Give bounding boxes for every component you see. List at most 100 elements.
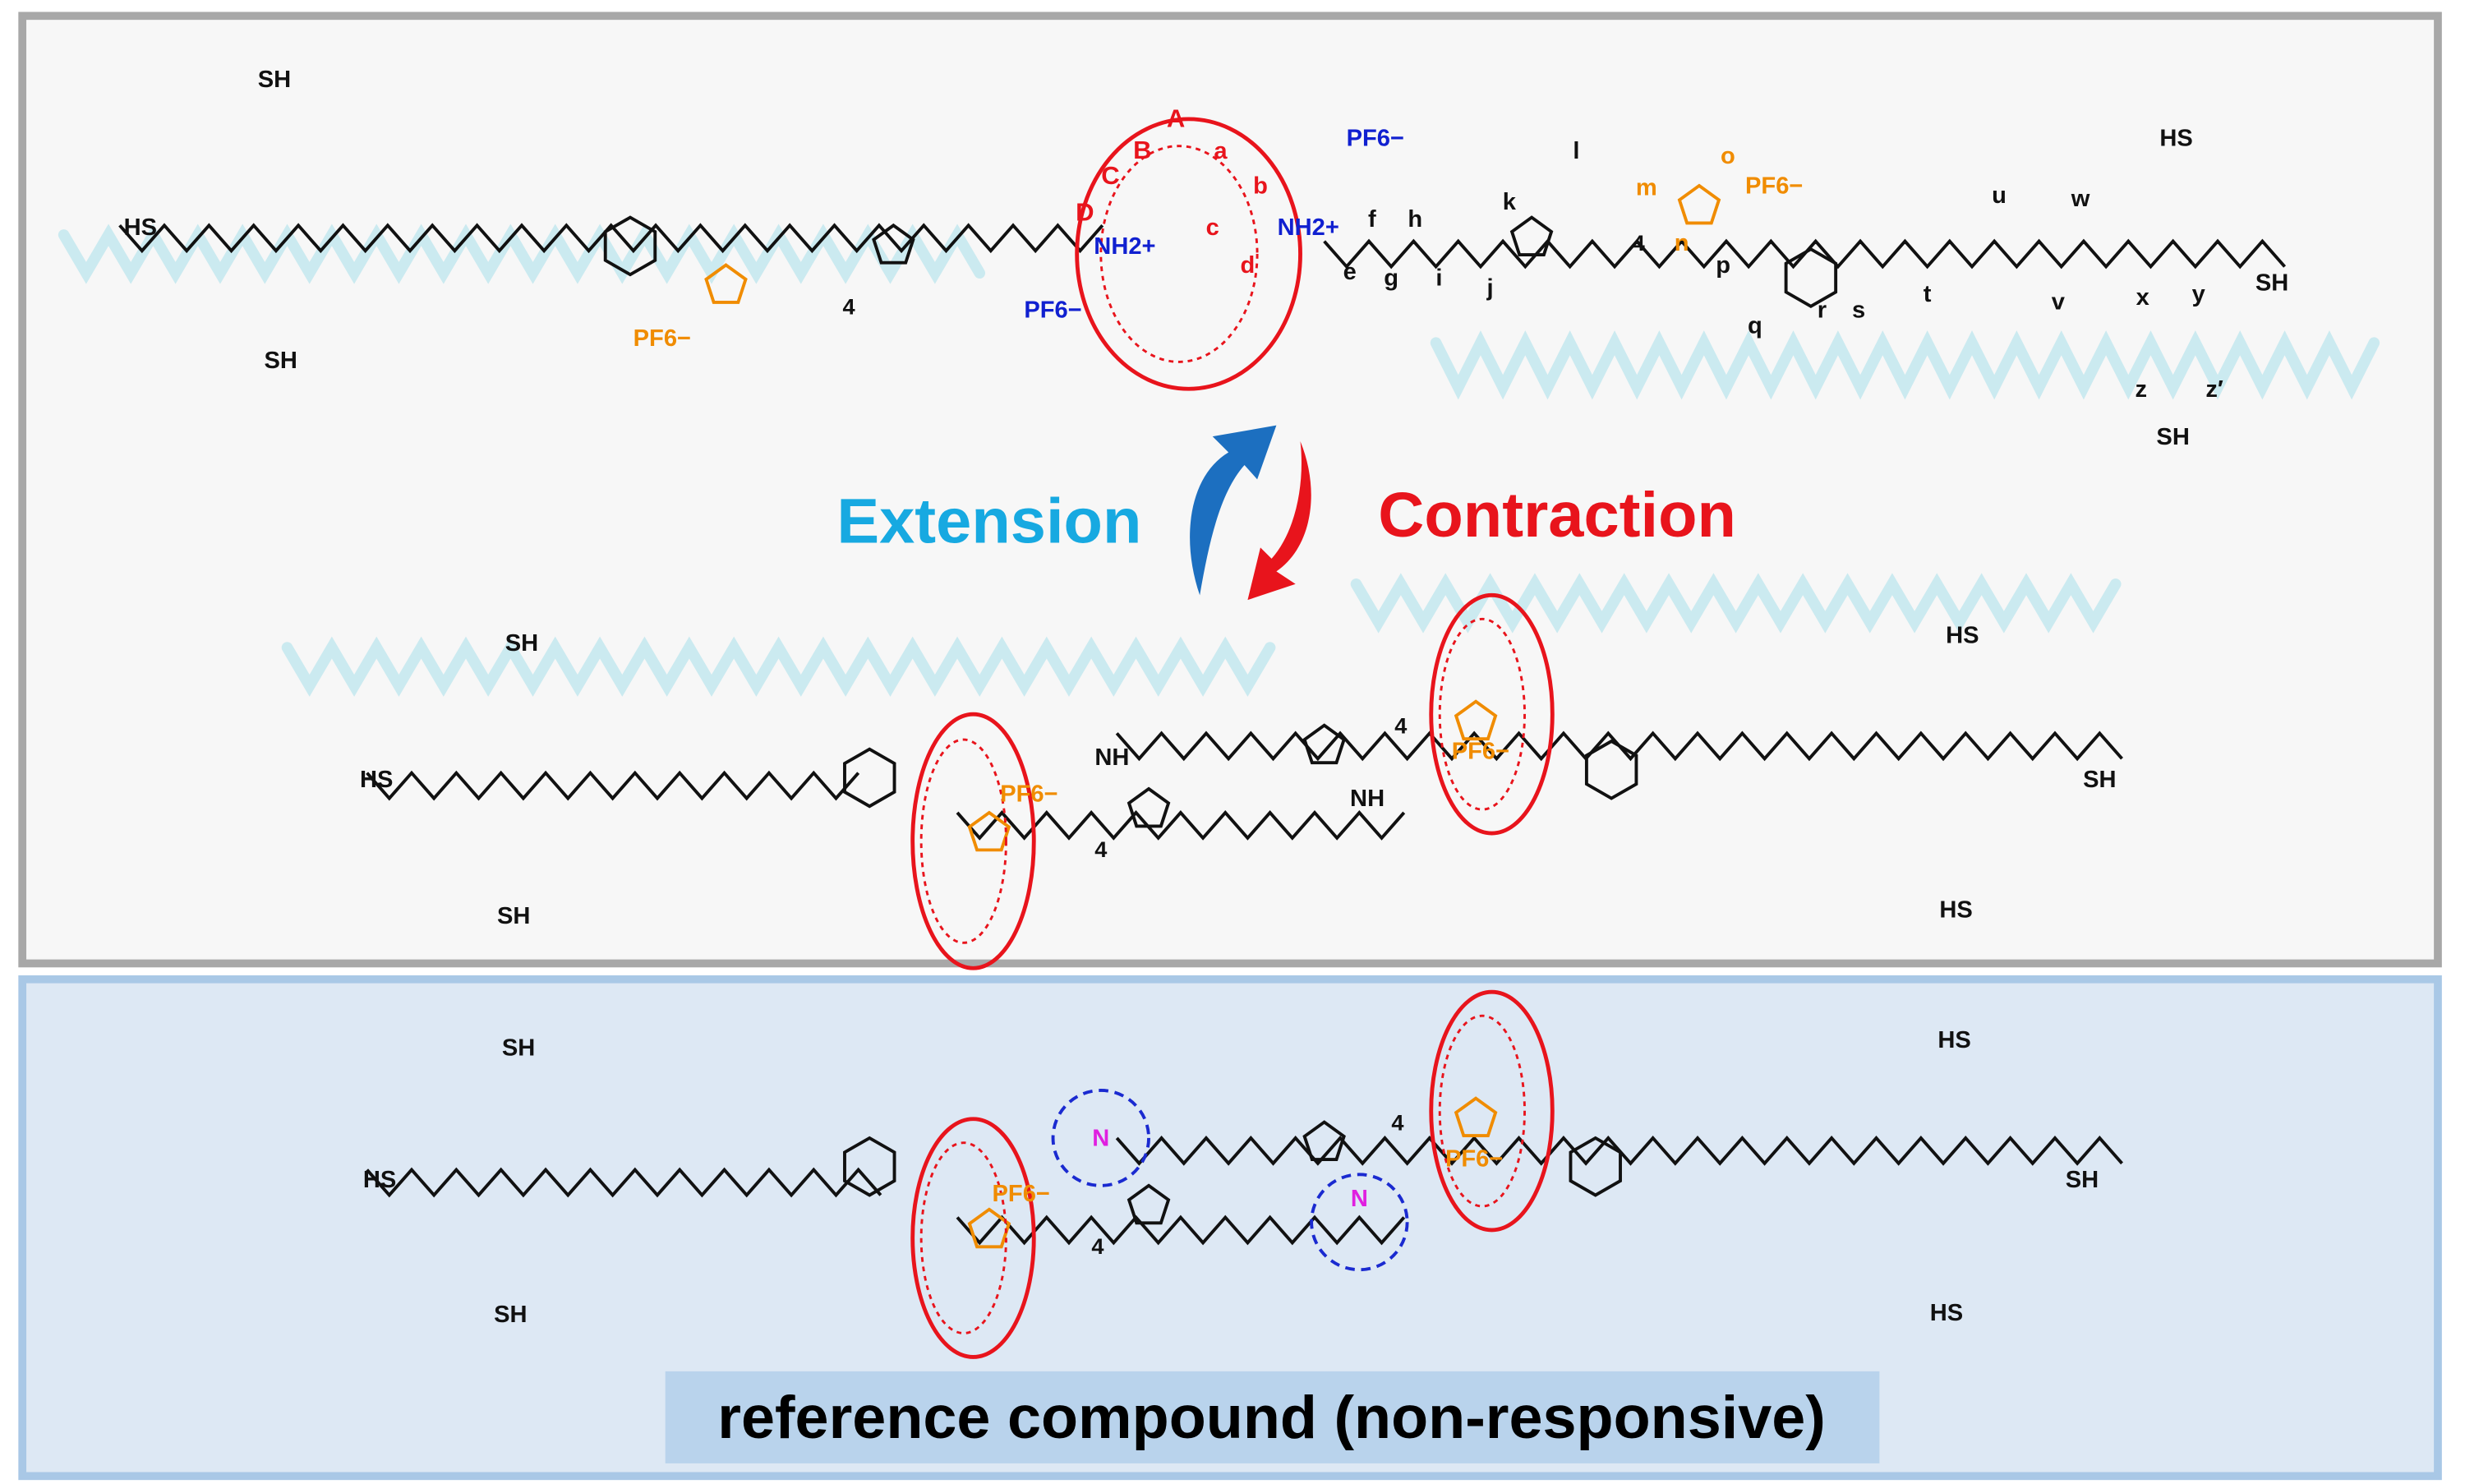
repeat-unit-label: 4 [1091,1233,1103,1259]
thiol-label: SH [502,1035,535,1062]
proton-label: q [1748,313,1762,339]
acetamide-nitrogen-label: N [1351,1186,1368,1212]
shadow-chain [281,636,1276,697]
proton-label: l [1573,138,1579,164]
proton-label: m [1636,175,1657,201]
thiol-label: SH [2066,1167,2099,1193]
benzene-ring [603,215,657,277]
macrocycles [910,117,1555,1359]
pf6-counterion-label: PF6− [1347,126,1404,152]
pf6-counterion-label: PF6− [1445,1146,1503,1173]
benzene-ring [843,1136,896,1197]
shadow-models [58,224,2380,697]
benzene-ring [1584,739,1638,800]
triazole-ring [1454,699,1498,741]
molecular-bonds [118,183,2287,1249]
proton-label: o [1721,143,1735,169]
proton-label: u [1992,182,2007,209]
proton-label: y [2192,281,2205,307]
ring-label: B [1133,136,1151,164]
triazole-ring [967,810,1011,852]
thiol-label: SH [497,903,530,929]
pf6-counterion-label: PF6− [1000,781,1057,807]
repeat-unit-label: 4 [842,294,855,320]
crown-ether-dashed [919,1141,1007,1334]
ammonium-label: NH2+ [1094,233,1155,260]
repeat-unit-label: 4 [1633,230,1645,256]
proton-label: p [1716,252,1730,279]
triazole-ring [1127,786,1171,828]
triazole-ring [704,263,748,304]
thiol-label: HS [1939,897,1972,924]
benzene-ring [843,747,896,809]
thiol-label: SH [2156,424,2189,450]
proton-label: z [2136,376,2148,403]
benzene-ring [1569,1136,1622,1197]
ring-label: C [1101,161,1119,190]
proton-label: g [1384,265,1398,292]
proton-label: w [2071,186,2090,212]
chain-bond [118,223,1104,254]
crown-ether-ring [1075,117,1302,391]
proton-label: j [1486,274,1494,301]
crown-ether-dashed [1099,145,1259,363]
proton-label: s [1852,297,1865,323]
proton-label: k [1503,189,1517,215]
crown-ether-ring [910,1117,1036,1359]
triazole-ring [1509,215,1554,256]
proton-label: z′ [2205,376,2223,403]
extension-label: Extension [836,486,1141,557]
thiol-label: SH [265,348,297,374]
proton-label: n [1675,230,1689,256]
thiol-label: SH [2083,767,2116,793]
pf6-counterion-label: PF6− [1745,173,1803,200]
thiol-label: HS [1946,622,1979,648]
triazole-ring [872,223,915,265]
caption-box [665,1371,1880,1463]
ring-label: A [1167,104,1185,133]
curved-down-arrow-red-icon [1247,440,1311,601]
shadow-chain [58,224,986,284]
repeat-unit-label: 4 [1094,836,1107,862]
thiol-label: HS [2159,126,2192,152]
proton-label: i [1435,265,1442,292]
triazole-ring [1454,1096,1498,1137]
thiol-label: SH [2255,270,2288,297]
chain-bond [366,770,860,801]
proton-label: d [1241,252,1256,279]
proton-label: h [1408,206,1422,233]
triazole-ring [1677,183,1721,225]
crown-ether-dashed [1438,617,1526,811]
triazole-ring [1302,723,1346,765]
top-panel [18,12,2442,968]
thiol-label: HS [360,767,393,793]
proton-label: f [1368,206,1376,233]
crown-ether-ring [1429,592,1555,836]
proton-label: c [1206,214,1219,241]
thiol-label: HS [124,214,157,241]
thiol-label: SH [494,1302,527,1328]
chain-bond [956,1214,1406,1246]
benzene-ring [1784,247,1838,309]
thiol-label: HS [1930,1300,1963,1326]
proton-label: t [1924,281,1932,307]
pf6-counterion-label: PF6− [993,1181,1050,1207]
crown-ether-ring [910,712,1036,970]
thiol-label: SH [505,630,538,657]
curved-up-arrow-blue-icon [1190,425,1277,596]
repeat-unit-label: 4 [1391,1109,1403,1135]
proton-label: r [1818,297,1827,323]
thiol-label: HS [363,1167,396,1193]
proton-label: b [1253,173,1268,200]
triazole-ring [1302,1120,1346,1161]
crown-ether-ring [1429,989,1555,1233]
proton-label: a [1214,138,1228,164]
shadow-chain [1430,330,2380,400]
amine-label: NH [1350,786,1385,812]
thiol-label: HS [1937,1027,1970,1053]
amine-label: NH [1094,744,1129,771]
caption-text: reference compound (non-responsive) [717,1383,1826,1451]
ring-label: D [1076,198,1094,227]
ammonium-label: NH2+ [1278,214,1339,241]
